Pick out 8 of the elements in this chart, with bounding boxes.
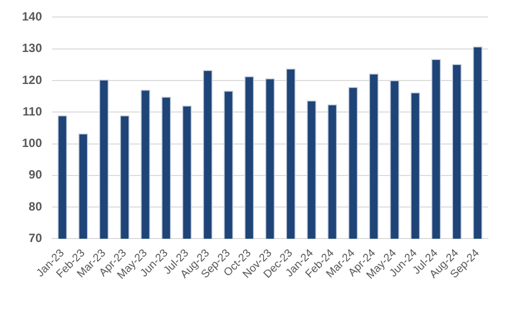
y-tick-label: 130 <box>22 41 42 56</box>
y-tick-label: 80 <box>28 199 42 214</box>
y-tick-label: 110 <box>22 104 42 118</box>
y-tick-label: 70 <box>28 231 42 246</box>
y-tick-label: 120 <box>22 72 42 87</box>
y-tick-label: 140 <box>22 10 42 24</box>
y-tick-label: 100 <box>22 136 42 150</box>
y-tick-label: 90 <box>28 168 42 182</box>
